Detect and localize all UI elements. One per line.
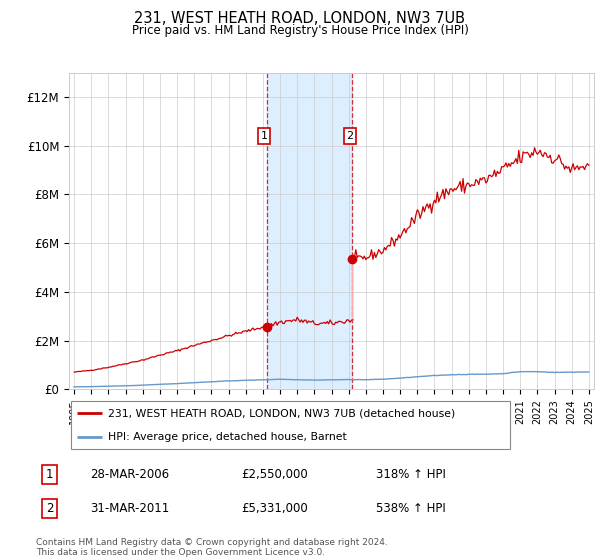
Text: 318% ↑ HPI: 318% ↑ HPI <box>376 468 446 481</box>
Text: 1: 1 <box>260 131 268 141</box>
Text: 31-MAR-2011: 31-MAR-2011 <box>90 502 169 515</box>
Text: 538% ↑ HPI: 538% ↑ HPI <box>376 502 446 515</box>
Text: 231, WEST HEATH ROAD, LONDON, NW3 7UB (detached house): 231, WEST HEATH ROAD, LONDON, NW3 7UB (d… <box>108 408 455 418</box>
FancyBboxPatch shape <box>71 401 510 449</box>
Text: Price paid vs. HM Land Registry's House Price Index (HPI): Price paid vs. HM Land Registry's House … <box>131 24 469 37</box>
Text: 1: 1 <box>46 468 53 481</box>
Text: £2,550,000: £2,550,000 <box>241 468 308 481</box>
Bar <box>266 73 352 389</box>
Text: HPI: Average price, detached house, Barnet: HPI: Average price, detached house, Barn… <box>108 432 347 442</box>
Text: 2: 2 <box>346 131 353 141</box>
Text: 2: 2 <box>46 502 53 515</box>
Text: Contains HM Land Registry data © Crown copyright and database right 2024.
This d: Contains HM Land Registry data © Crown c… <box>36 538 388 557</box>
Text: 28-MAR-2006: 28-MAR-2006 <box>90 468 169 481</box>
Text: 231, WEST HEATH ROAD, LONDON, NW3 7UB: 231, WEST HEATH ROAD, LONDON, NW3 7UB <box>134 11 466 26</box>
Text: £5,331,000: £5,331,000 <box>241 502 308 515</box>
